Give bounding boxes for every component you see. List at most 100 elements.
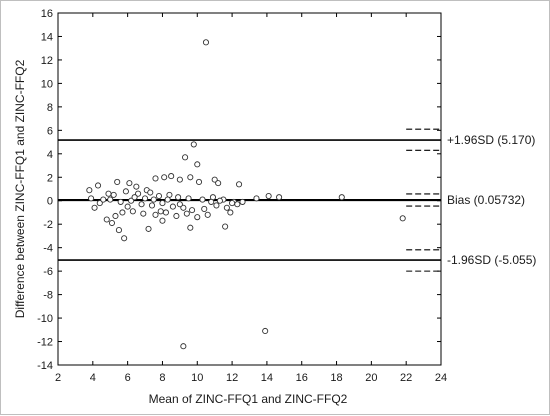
plot-area bbox=[57, 12, 442, 366]
data-point bbox=[152, 211, 159, 218]
data-point bbox=[176, 176, 183, 183]
x-tick-label: 24 bbox=[435, 372, 447, 384]
data-point bbox=[213, 202, 220, 209]
data-point bbox=[211, 176, 218, 183]
data-point bbox=[338, 194, 345, 201]
y-tick-label: 4 bbox=[47, 149, 53, 161]
data-point bbox=[229, 200, 236, 207]
data-point bbox=[107, 196, 114, 203]
data-point bbox=[105, 190, 112, 197]
data-point bbox=[180, 204, 187, 211]
data-point bbox=[236, 181, 243, 188]
data-point bbox=[131, 194, 138, 201]
data-point bbox=[162, 209, 169, 216]
data-point bbox=[185, 195, 192, 202]
data-point bbox=[148, 202, 156, 209]
data-point bbox=[147, 189, 154, 196]
y-tick-label: 14 bbox=[41, 31, 53, 43]
data-point bbox=[169, 203, 176, 210]
data-point bbox=[208, 198, 215, 205]
y-tick-label: -2 bbox=[43, 219, 53, 231]
y-tick-label: 10 bbox=[41, 78, 53, 90]
data-point bbox=[141, 195, 149, 202]
y-tick-label: 12 bbox=[41, 55, 53, 67]
data-point bbox=[216, 197, 223, 204]
data-point bbox=[150, 196, 157, 203]
data-point bbox=[112, 212, 119, 220]
data-point bbox=[115, 227, 122, 234]
data-point bbox=[161, 174, 168, 181]
data-point bbox=[183, 210, 190, 217]
ref-line-label: Bias (0.05732) bbox=[447, 193, 525, 207]
y-tick-label: -12 bbox=[37, 337, 53, 349]
data-point bbox=[121, 235, 128, 242]
data-point bbox=[135, 190, 142, 197]
ref-line-label: -1.96SD (-5.055) bbox=[447, 253, 536, 267]
y-tick-label: -8 bbox=[43, 290, 53, 302]
y-tick-label: 16 bbox=[41, 8, 53, 20]
x-tick-label: 18 bbox=[330, 372, 342, 384]
data-point bbox=[138, 201, 145, 208]
y-tick-label: -4 bbox=[43, 243, 53, 255]
y-tick-label: -14 bbox=[37, 360, 53, 372]
x-tick-label: 20 bbox=[365, 372, 377, 384]
data-point bbox=[155, 192, 163, 200]
y-tick-label: 8 bbox=[47, 102, 53, 114]
x-tick-label: 6 bbox=[125, 372, 131, 384]
data-point bbox=[157, 208, 164, 215]
data-point bbox=[204, 211, 211, 218]
data-point bbox=[110, 191, 117, 198]
data-point bbox=[234, 201, 241, 208]
data-point bbox=[202, 39, 210, 46]
y-tick-label: 6 bbox=[47, 125, 53, 137]
data-point bbox=[159, 200, 166, 207]
data-point bbox=[239, 198, 246, 205]
y-tick-label: -6 bbox=[43, 266, 53, 278]
data-point bbox=[201, 205, 208, 212]
data-point bbox=[187, 224, 194, 231]
data-point bbox=[227, 209, 234, 216]
x-tick-label: 22 bbox=[400, 372, 412, 384]
data-point bbox=[108, 219, 116, 227]
data-point bbox=[175, 194, 182, 201]
data-point bbox=[119, 209, 126, 216]
y-axis-title: Difference between ZINC-FFQ1 and ZINC-FF… bbox=[13, 59, 27, 318]
data-point bbox=[195, 178, 203, 186]
data-point bbox=[100, 196, 107, 203]
data-point bbox=[91, 204, 98, 211]
data-point bbox=[159, 217, 166, 224]
x-tick-label: 2 bbox=[55, 372, 61, 384]
data-point bbox=[86, 187, 93, 194]
data-point bbox=[140, 210, 147, 217]
data-point bbox=[103, 216, 110, 223]
y-tick-label: -10 bbox=[37, 313, 53, 325]
data-point bbox=[168, 173, 175, 180]
data-point bbox=[124, 203, 131, 210]
data-point bbox=[187, 174, 194, 181]
data-point bbox=[145, 225, 152, 232]
y-tick-label: 0 bbox=[47, 196, 53, 208]
data-point bbox=[114, 178, 121, 186]
data-point bbox=[117, 198, 124, 205]
data-point bbox=[88, 195, 95, 202]
data-point bbox=[122, 188, 129, 195]
data-point bbox=[223, 204, 230, 211]
data-point bbox=[188, 207, 196, 214]
data-point bbox=[262, 327, 269, 335]
data-point bbox=[222, 223, 229, 230]
data-point bbox=[94, 182, 102, 189]
data-point bbox=[276, 194, 283, 201]
x-tick-label: 12 bbox=[226, 372, 238, 384]
data-point bbox=[152, 175, 159, 182]
x-tick-label: 4 bbox=[90, 372, 96, 384]
x-tick-label: 16 bbox=[296, 372, 308, 384]
x-axis-title: Mean of ZINC-FFQ1 and ZINC-FFQ2 bbox=[149, 392, 348, 406]
data-point bbox=[180, 343, 187, 350]
data-point bbox=[215, 180, 222, 187]
data-point bbox=[265, 192, 272, 200]
x-tick-label: 14 bbox=[261, 372, 273, 384]
x-tick-label: 10 bbox=[191, 372, 203, 384]
data-point bbox=[96, 200, 103, 207]
